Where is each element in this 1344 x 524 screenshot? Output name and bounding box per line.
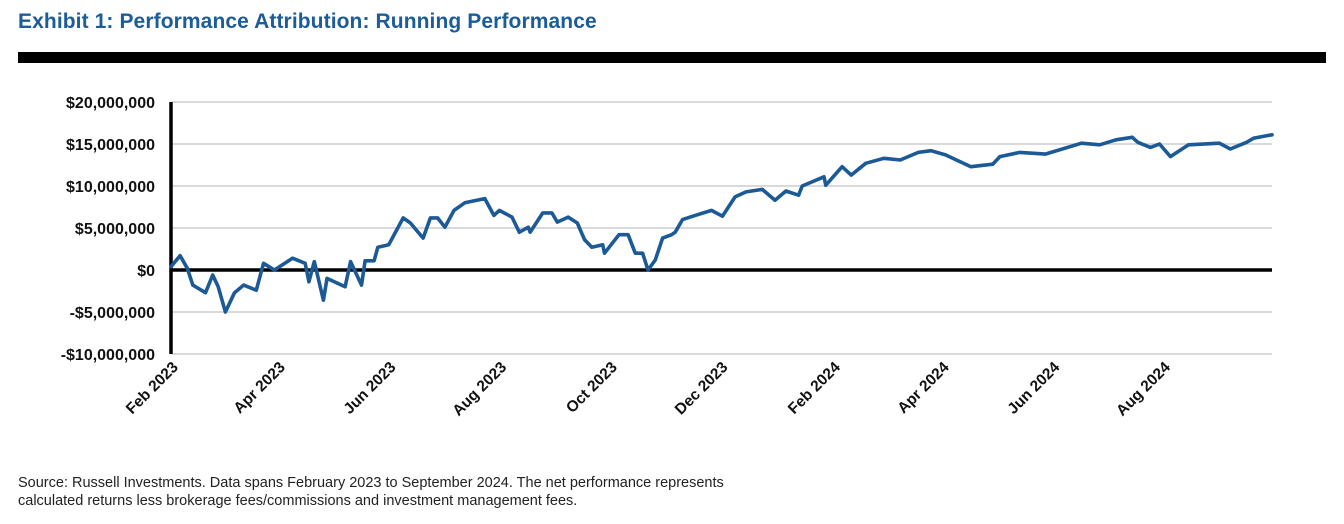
- x-tick-label: Feb 2023: [123, 359, 182, 418]
- x-axis-tick-labels: Feb 2023 Apr 2023 Jun 2023 Aug 2023 Oct 2023…: [123, 359, 1174, 420]
- x-tick-label: Dec 2023: [672, 359, 732, 419]
- x-tick-label: Aug 2023: [449, 359, 510, 420]
- x-tick-label: Aug 2024: [1113, 359, 1174, 420]
- y-tick-label: -$10,000,000: [61, 347, 155, 364]
- source-footnote: Source: Russell Investments. Data spans …: [18, 474, 724, 510]
- x-tick-label: Jun 2024: [1004, 359, 1063, 418]
- series-layer: [169, 133, 1274, 314]
- y-tick-label: $10,000,000: [66, 179, 155, 196]
- footnote-line: Source: Russell Investments. Data spans …: [18, 475, 724, 491]
- running-performance-chart: -$10,000,000 -$5,000,000 $0 $5,000,000 $10,0…: [61, 95, 1274, 420]
- x-tick-label: Apr 2023: [231, 359, 290, 418]
- x-tick-label: Apr 2024: [894, 359, 953, 418]
- y-tick-label: $20,000,000: [66, 95, 155, 112]
- gridlines: [171, 101, 1272, 355]
- y-tick-label: $15,000,000: [66, 137, 155, 154]
- x-tick-label: Jun 2023: [341, 359, 400, 418]
- y-tick-label: $0: [137, 263, 155, 280]
- title-rule: [18, 52, 1326, 63]
- y-tick-label: $5,000,000: [75, 221, 155, 238]
- y-axis-tick-labels: -$10,000,000 -$5,000,000 $0 $5,000,000 $10,0…: [61, 95, 155, 364]
- running-performance-line: [169, 133, 1274, 314]
- exhibit-title: Exhibit 1: Performance Attribution: Runn…: [18, 10, 597, 33]
- x-tick-label: Feb 2024: [785, 359, 844, 418]
- x-tick-label: Oct 2023: [563, 359, 621, 417]
- y-tick-label: -$5,000,000: [70, 305, 156, 322]
- footnote-line: calculated returns less brokerage fees/c…: [18, 493, 578, 509]
